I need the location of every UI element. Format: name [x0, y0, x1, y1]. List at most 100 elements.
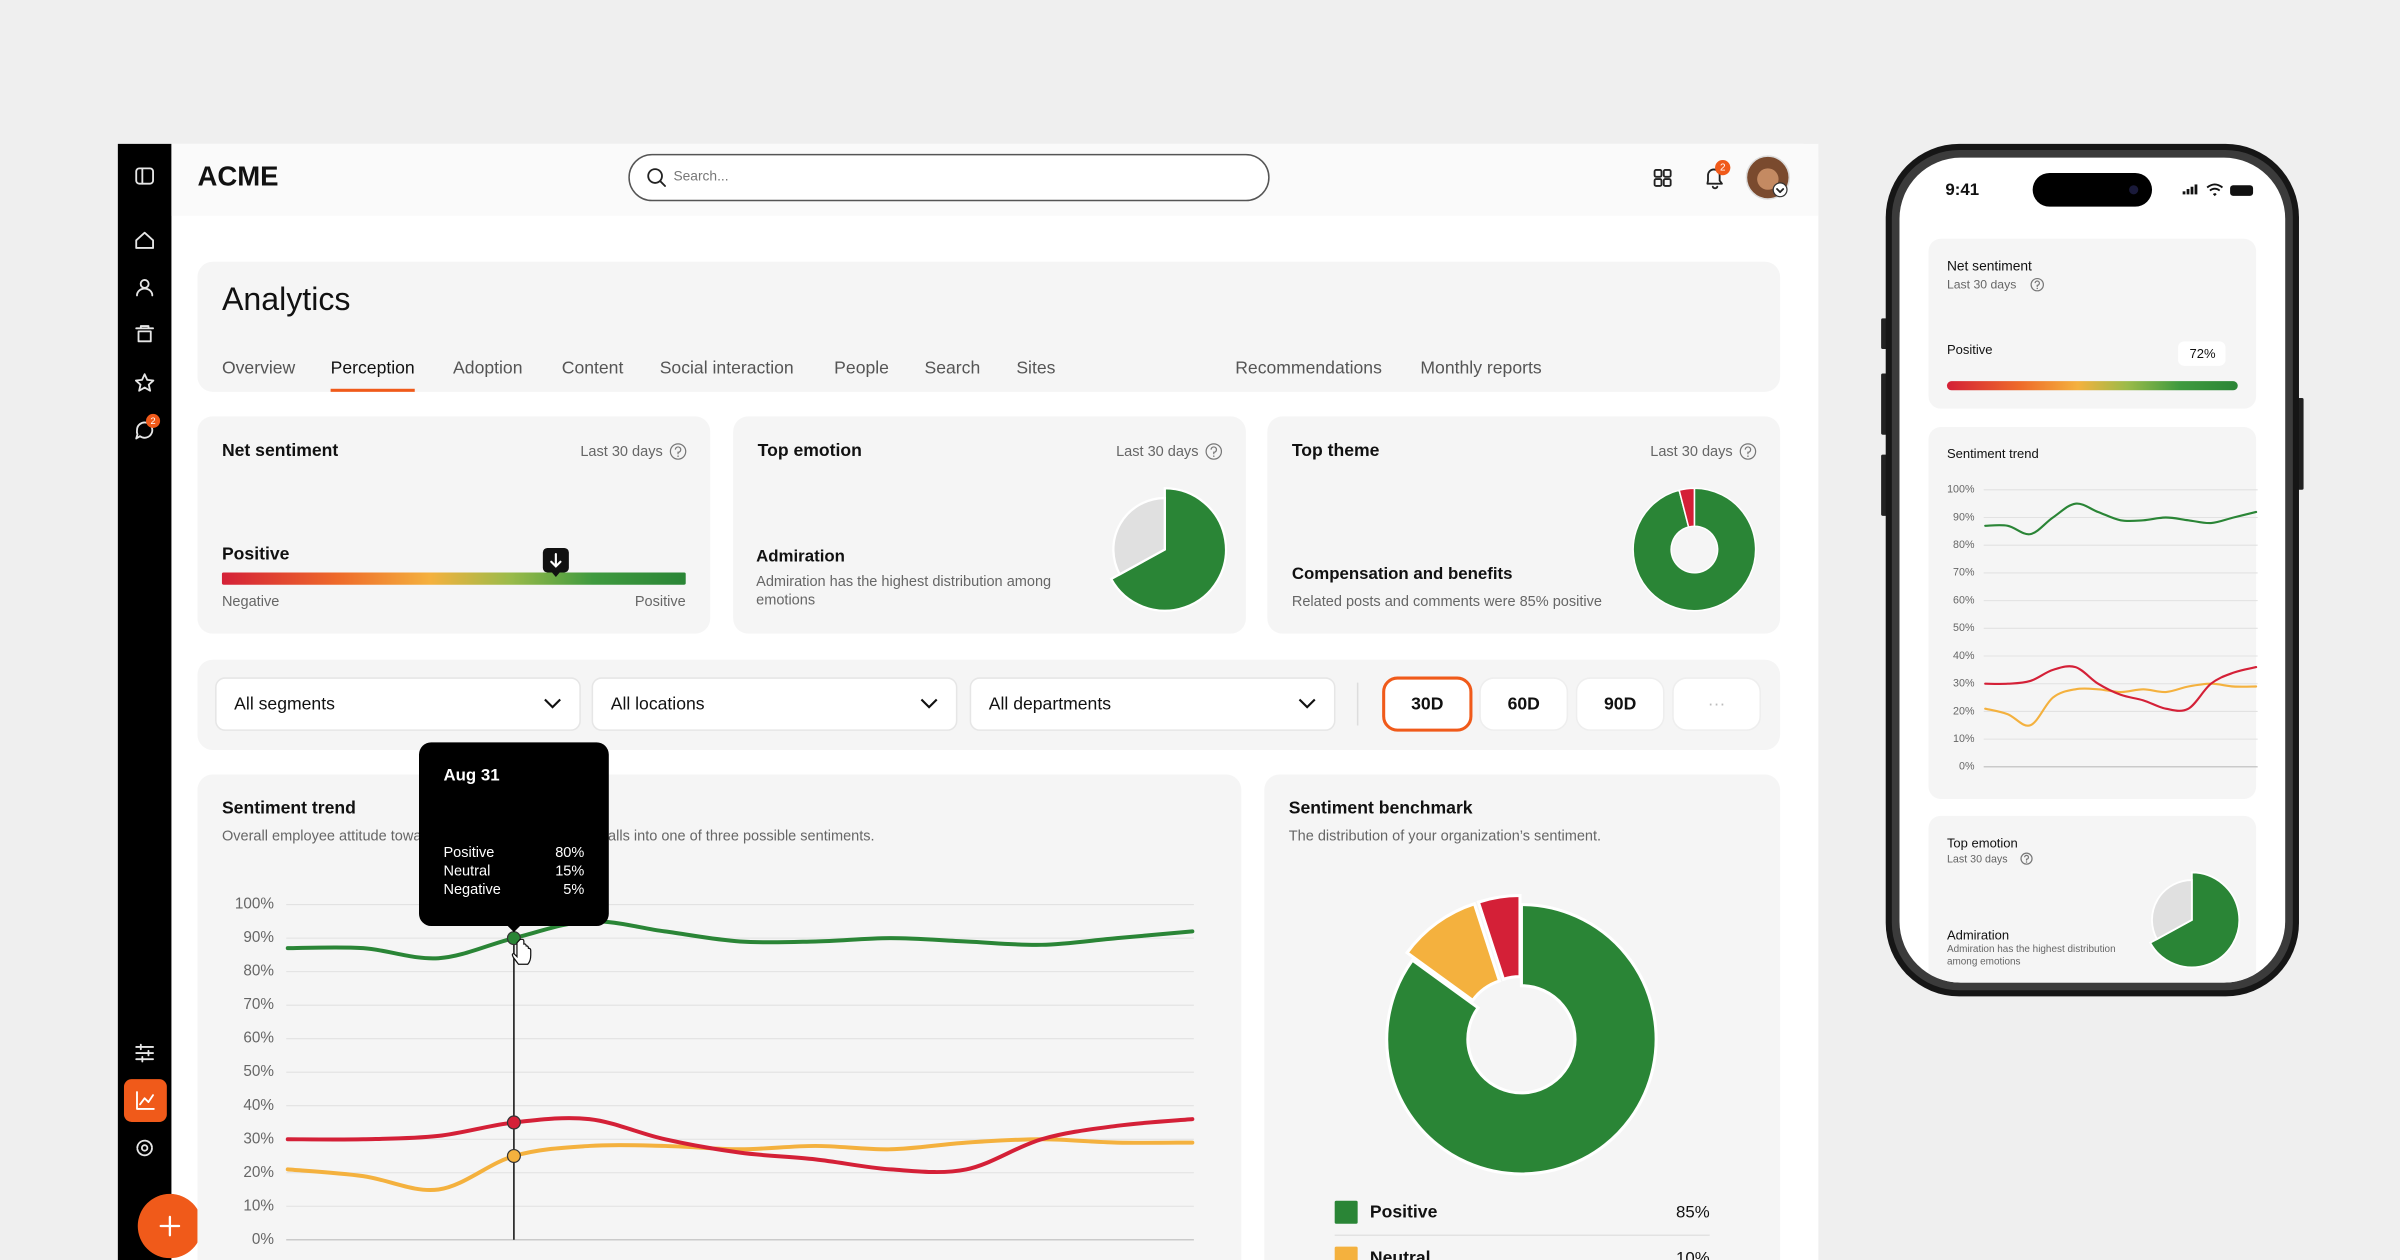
tooltip-name: Positive [443, 845, 494, 861]
y-tick-label: 10% [243, 1197, 274, 1214]
hover-point [506, 1148, 521, 1164]
tab[interactable]: Search [924, 358, 980, 378]
y-tick-label: 90% [243, 929, 274, 946]
help-icon [2030, 277, 2044, 292]
phone: 9:41 Net sentiment Last 30 days Positive 72%… [1881, 143, 2304, 997]
emotion-label: Admiration [756, 547, 845, 566]
icon-star[interactable] [135, 373, 155, 392]
dropdown[interactable] [969, 677, 1336, 731]
help-dot [677, 455, 679, 457]
icon-chat[interactable] [135, 421, 154, 440]
help-icon [1205, 443, 1223, 460]
marker-arrow [550, 553, 562, 568]
y-tick-label: 90% [1953, 511, 1975, 523]
notification-count: 2 [1720, 163, 1726, 174]
range-label: 60D [1508, 694, 1540, 714]
apps-icon[interactable] [1653, 168, 1672, 187]
dropdown-chevron [1298, 698, 1316, 709]
chart-title: Sentiment trend [1947, 446, 2039, 461]
y-tick-label: 30% [243, 1130, 274, 1147]
apps-cell [1662, 178, 1672, 187]
help-icon [669, 443, 687, 460]
chat-badge-count: 2 [151, 416, 156, 426]
y-tick-label: 0% [252, 1231, 275, 1248]
help-dot [2025, 861, 2028, 863]
y-tick-label: 30% [1953, 678, 1975, 690]
card-period: Last 30 days [1947, 278, 2016, 292]
card-period: Last 30 days [580, 444, 662, 460]
y-tick-label: 80% [243, 963, 274, 980]
search-box[interactable] [628, 153, 1270, 202]
scale-max: Positive [635, 594, 686, 610]
camera [2129, 185, 2139, 195]
card-title: Net sentiment [1947, 259, 2032, 274]
range-button[interactable] [1672, 677, 1761, 731]
dynamic-island [2032, 172, 2153, 207]
tab[interactable]: People [834, 358, 889, 378]
sidebar-icons: 2 [123, 167, 203, 1259]
dropdown-chevron [920, 698, 938, 709]
y-tick-label: 80% [1953, 539, 1975, 551]
tab[interactable]: Adoption [453, 358, 522, 378]
battery [2230, 185, 2254, 196]
y-tick-label: 20% [243, 1164, 274, 1181]
dropdown[interactable] [215, 677, 581, 731]
avatar-face [1757, 168, 1779, 190]
series-line [285, 1116, 1195, 1175]
legend-swatch [1334, 1246, 1358, 1260]
icon-analytics [136, 1091, 155, 1110]
range-button[interactable] [1479, 677, 1569, 731]
phone-card [1928, 238, 2257, 409]
y-tick-label: 20% [1953, 705, 1975, 717]
pie-slice [1404, 901, 1502, 1003]
y-tick-label: 70% [1953, 567, 1975, 579]
chart-subtitle: The distribution of your organization’s … [1289, 828, 1601, 844]
y-tick-label: 70% [243, 996, 274, 1013]
y-tick-label: 60% [1953, 594, 1975, 606]
chart-title: Sentiment trend [222, 798, 356, 818]
logo: ACME [197, 161, 278, 192]
help-icon [1739, 443, 1757, 460]
tooltip-title: Aug 31 [443, 765, 499, 784]
help-circle [2030, 277, 2044, 292]
bell-icon[interactable] [1706, 168, 1723, 190]
tab[interactable]: Overview [222, 358, 296, 378]
tab[interactable]: Sites [1016, 358, 1055, 378]
legend-label: Positive [1370, 1202, 1438, 1222]
active-nav[interactable] [123, 1079, 167, 1122]
icon-settings[interactable] [136, 1139, 153, 1157]
icon-home[interactable] [135, 231, 154, 249]
range-button[interactable] [1575, 677, 1665, 731]
benchmark-card [1264, 774, 1781, 1260]
help-dot [1213, 455, 1215, 457]
tab[interactable]: Social interaction [660, 358, 794, 378]
phone-content: 9:41 Net sentiment Last 30 days Positive 72%… [1928, 172, 2258, 983]
tab[interactable]: Recommendations [1235, 358, 1382, 378]
y-tick-label: 100% [1947, 484, 1975, 496]
tab[interactable]: Monthly reports [1420, 358, 1541, 378]
description-text: Admiration has the highest distribution … [756, 573, 1052, 609]
pie-slice [1109, 487, 1228, 612]
range-button[interactable] [1382, 676, 1473, 732]
signal-bar [2190, 186, 2194, 195]
icon-cup[interactable] [135, 325, 154, 343]
description: Admiration has the highest distribution … [756, 573, 1052, 609]
tab[interactable]: Content [562, 358, 624, 378]
search-placeholder: Search... [673, 168, 728, 183]
pie-slice [2149, 871, 2241, 969]
hover-point [506, 1115, 521, 1130]
tab[interactable]: Perception [331, 358, 415, 378]
pie-slice [1678, 487, 1696, 528]
help-dot [2036, 287, 2039, 290]
fab-plus [159, 1215, 181, 1237]
icon-sliders[interactable] [135, 1043, 154, 1063]
marker-pointer [551, 571, 561, 578]
icon-panel[interactable] [135, 167, 154, 185]
legend-value: 10% [1676, 1248, 1710, 1260]
chart-title: Sentiment benchmark [1289, 798, 1473, 818]
signal-bar [2182, 191, 2186, 195]
dropdown[interactable] [591, 677, 958, 731]
range-label: ··· [1708, 694, 1726, 714]
series-line [1984, 502, 2258, 536]
